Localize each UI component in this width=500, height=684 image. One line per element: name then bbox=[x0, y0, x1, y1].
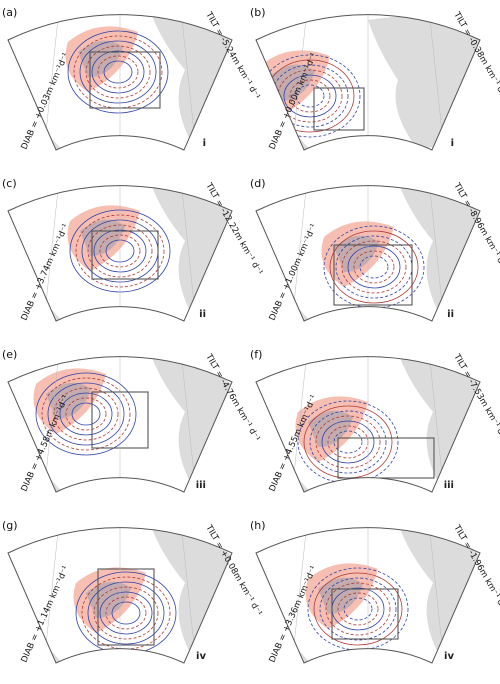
contour-line bbox=[271, 64, 349, 128]
case-label: iii bbox=[196, 480, 206, 491]
case-label: i bbox=[203, 138, 206, 149]
contour-line bbox=[353, 250, 395, 284]
contour-line bbox=[341, 240, 407, 294]
map-frame bbox=[7, 527, 233, 664]
contour-line bbox=[309, 410, 387, 474]
contour-line bbox=[295, 84, 325, 108]
contour-line bbox=[283, 74, 337, 118]
contour-line bbox=[111, 601, 141, 625]
panel-label: (d) bbox=[250, 177, 266, 190]
contour-line bbox=[343, 597, 373, 621]
contour-line bbox=[99, 591, 153, 635]
contour-line bbox=[289, 79, 331, 113]
analysis-box bbox=[331, 588, 399, 640]
contour-line bbox=[105, 596, 147, 630]
contour-line bbox=[53, 387, 119, 441]
map-panel: (e)DIAB = +4.58m km⁻¹d⁻¹ TILT = -4.76m km… bbox=[2, 348, 262, 493]
analysis-box bbox=[313, 87, 365, 131]
contour-line bbox=[41, 377, 131, 451]
contour-line bbox=[321, 420, 375, 464]
case-label: ii bbox=[199, 309, 206, 320]
panel-label: (a) bbox=[2, 6, 17, 19]
map-frame bbox=[7, 185, 233, 322]
map-frame bbox=[7, 14, 233, 151]
contour-line bbox=[329, 230, 419, 304]
contour-line bbox=[359, 255, 389, 279]
contour-line bbox=[337, 592, 379, 626]
contour-line bbox=[103, 60, 133, 84]
contour-line bbox=[67, 30, 169, 114]
contour-line bbox=[79, 40, 157, 104]
analysis-box bbox=[337, 437, 435, 479]
contour-line bbox=[333, 430, 363, 454]
panel-label: (c) bbox=[2, 177, 17, 190]
map-frame bbox=[255, 356, 481, 493]
cloud-area bbox=[80, 219, 125, 256]
contour-line bbox=[259, 54, 361, 138]
contour-line bbox=[35, 372, 137, 456]
analysis-box bbox=[91, 230, 159, 280]
contour-line bbox=[71, 402, 101, 426]
contour-line bbox=[59, 392, 113, 436]
contour-line bbox=[91, 50, 145, 94]
panel-label: (b) bbox=[250, 6, 266, 19]
analysis-box bbox=[333, 244, 413, 306]
panel-label: (h) bbox=[250, 519, 266, 532]
case-label: iii bbox=[444, 480, 454, 491]
contour-line bbox=[97, 55, 139, 89]
map-panel: (g)DIAB = +1.14m km⁻¹d⁻¹ TILT = +0.08m km… bbox=[2, 519, 264, 664]
cloud-area bbox=[308, 410, 353, 447]
map-frame bbox=[255, 527, 481, 664]
case-label: iv bbox=[444, 651, 454, 662]
contour-line bbox=[65, 397, 107, 431]
cloud-area bbox=[318, 577, 363, 614]
cloud-area bbox=[270, 64, 315, 101]
analysis-box bbox=[97, 568, 155, 646]
cloud-area bbox=[78, 40, 123, 77]
contour-line bbox=[85, 45, 151, 99]
panel-label: (f) bbox=[250, 348, 262, 361]
contour-line bbox=[325, 582, 391, 636]
contour-line bbox=[99, 234, 141, 268]
case-label: i bbox=[451, 138, 454, 149]
panel-label: (g) bbox=[2, 519, 18, 532]
analysis-box bbox=[89, 51, 161, 109]
case-label: ii bbox=[447, 309, 454, 320]
map-panel: (a)DIAB = +0.03m km⁻¹d⁻¹ TILT = -5.24m km… bbox=[2, 6, 262, 151]
contour-line bbox=[47, 382, 125, 446]
cloud-area bbox=[46, 382, 91, 419]
map-frame bbox=[255, 14, 481, 151]
contour-line bbox=[313, 572, 403, 646]
case-label: iv bbox=[196, 651, 206, 662]
panel-label: (e) bbox=[2, 348, 17, 361]
map-frame bbox=[7, 356, 233, 493]
contour-line bbox=[87, 581, 165, 645]
contour-line bbox=[319, 577, 397, 641]
contour-line bbox=[315, 415, 381, 469]
map-frame bbox=[255, 185, 481, 322]
contour-line bbox=[93, 586, 159, 640]
contour-line bbox=[347, 245, 401, 289]
map-panel: (c)DIAB = +3.74m km⁻¹d⁻¹ TILT = -12.22m k… bbox=[2, 177, 264, 322]
